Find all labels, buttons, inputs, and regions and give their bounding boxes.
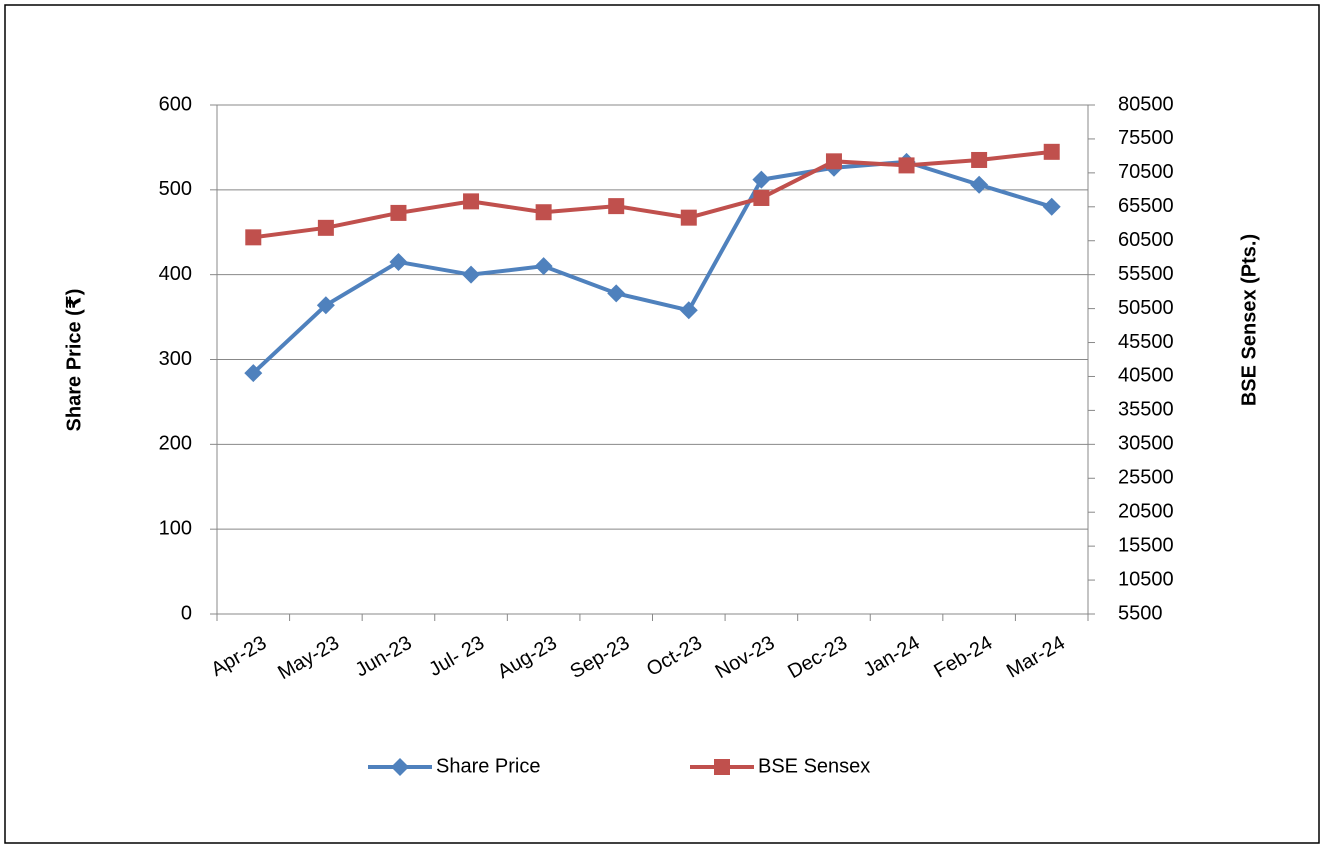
data-point [535,204,552,221]
y2-tick-label: 20500 [1118,500,1174,522]
data-point [679,301,698,320]
y-tick-label: 400 [159,263,192,285]
y2-tick-label: 5500 [1118,602,1163,624]
y-tick-label: 600 [159,93,192,115]
legend-marker [714,759,730,775]
y2-tick-label: 80500 [1118,93,1174,115]
y-tick-label: 200 [159,433,192,455]
y2-axis-title: BSE Sensex (Pts.) [1238,234,1260,406]
frame [4,4,1320,844]
y2-tick-label: 65500 [1118,195,1174,217]
data-point [463,193,480,210]
data-point [317,219,334,236]
y-tick-label: 300 [159,348,192,370]
data-point [390,204,407,221]
y-tick-label: 100 [159,517,192,539]
y2-tick-label: 10500 [1118,568,1174,590]
y2-tick-label: 25500 [1118,467,1174,489]
y2-tick-label: 50500 [1118,297,1174,319]
data-point [680,209,697,226]
y2-tick-label: 45500 [1118,331,1174,353]
legend-marker [391,758,409,776]
data-point [970,175,989,194]
legend-label: Share Price [436,755,541,777]
data-point [753,189,770,206]
y-axis-title: Share Price (₹) [63,289,85,432]
y-tick-label: 500 [159,178,192,200]
data-point [607,284,626,303]
data-point [752,170,771,189]
data-point [316,296,335,315]
y2-tick-label: 15500 [1118,534,1174,556]
data-point [1042,197,1061,216]
y2-tick-label: 35500 [1118,399,1174,421]
y2-tick-label: 75500 [1118,127,1174,149]
data-point [534,257,553,276]
data-point [389,252,408,271]
data-point [1043,143,1060,160]
data-point [971,151,988,168]
series-line [253,149,1052,240]
data-point [608,198,625,215]
y2-tick-label: 30500 [1118,433,1174,455]
data-point [898,157,915,174]
data-point [244,364,263,383]
legend-label: BSE Sensex [758,755,870,777]
data-point [245,229,262,246]
y2-tick-label: 55500 [1118,263,1174,285]
y-tick-label: 0 [181,602,192,624]
y2-tick-label: 40500 [1118,365,1174,387]
y2-tick-label: 60500 [1118,229,1174,251]
data-point [825,153,842,170]
y2-tick-label: 70500 [1118,161,1174,183]
data-point [462,265,481,284]
